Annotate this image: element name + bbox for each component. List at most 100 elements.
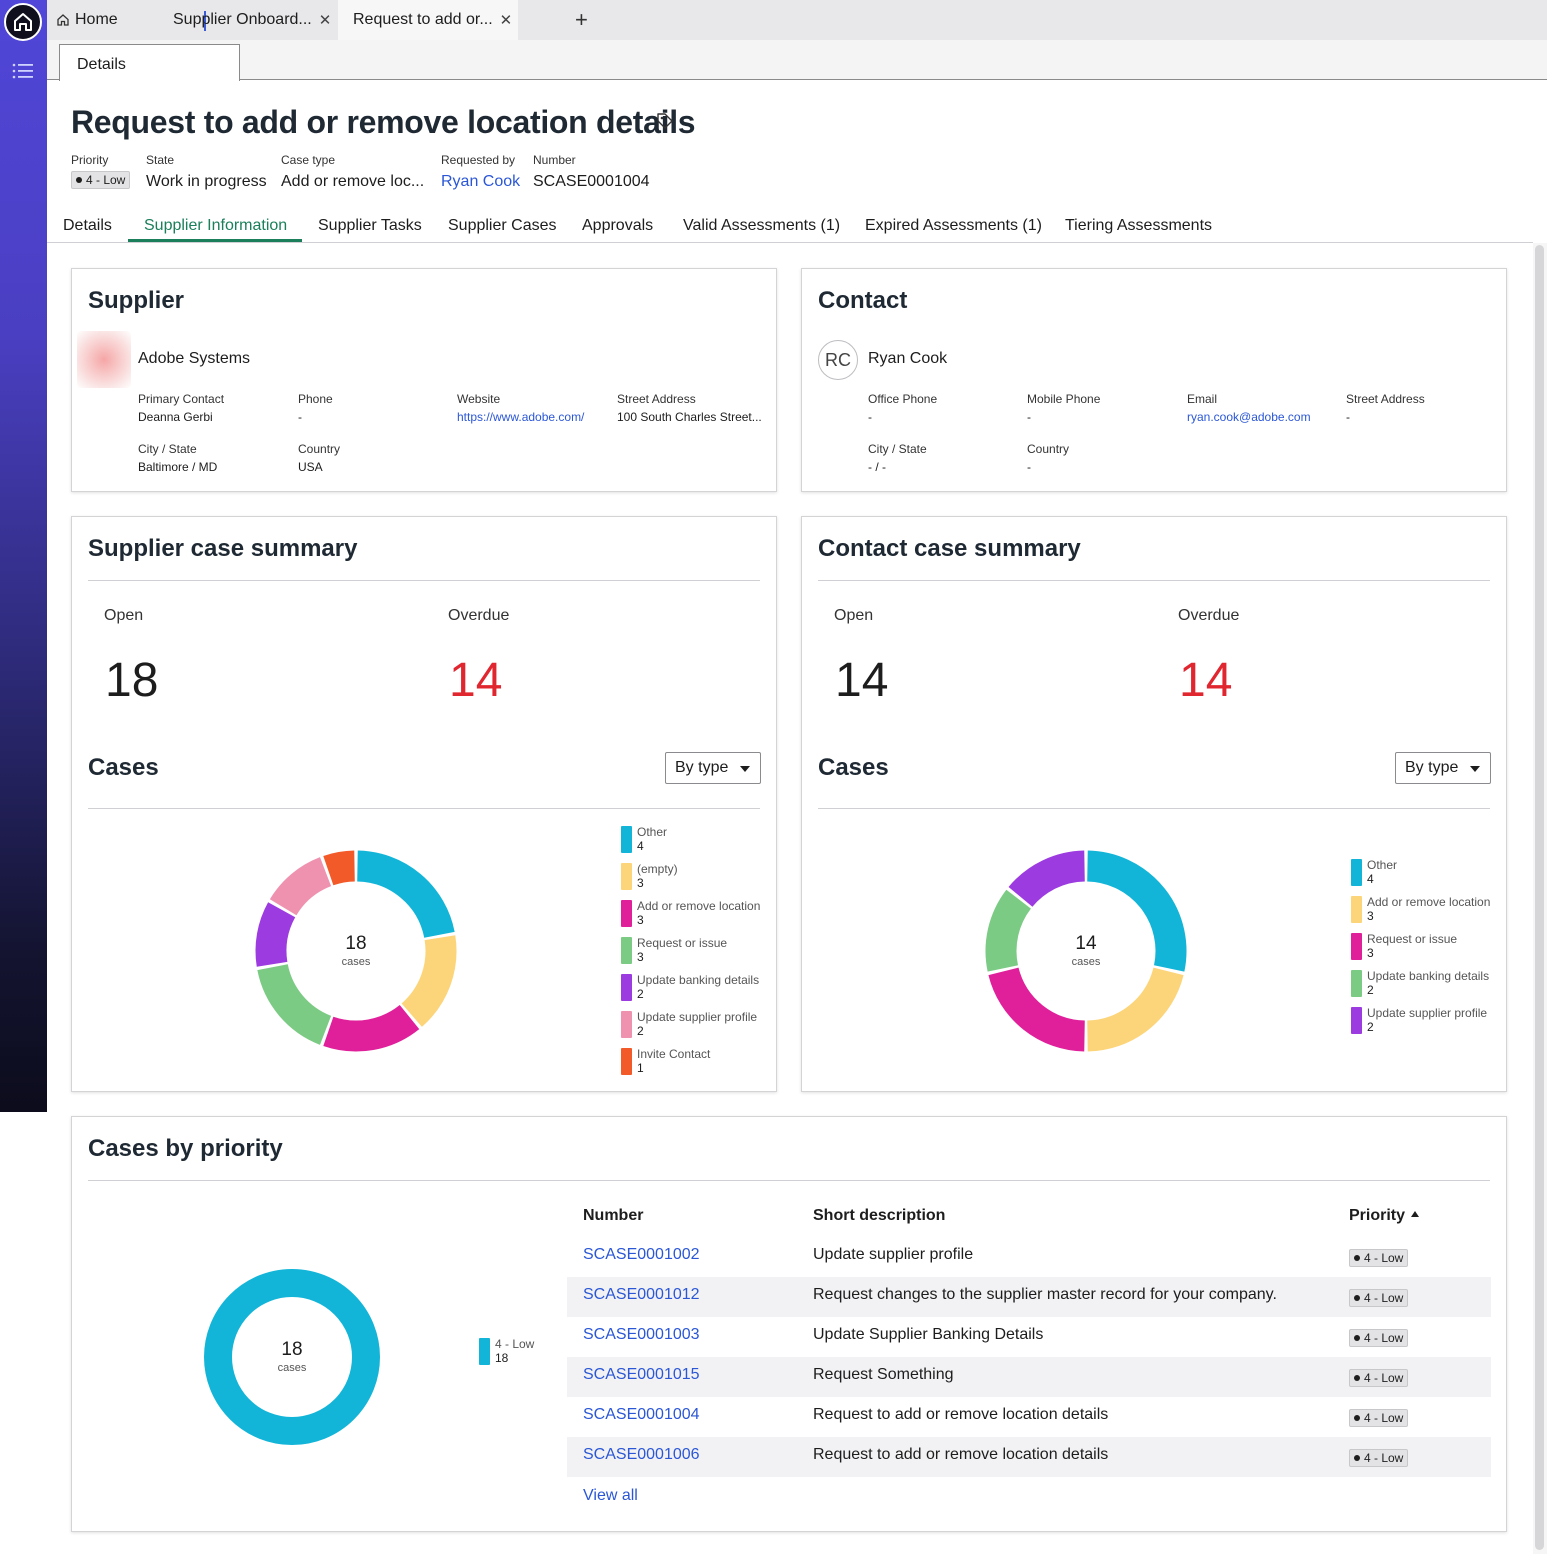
donut-slice[interactable] <box>323 850 356 886</box>
by-type-select[interactable]: By type <box>1395 752 1491 784</box>
legend-swatch <box>1351 859 1362 886</box>
legend-swatch <box>1351 933 1362 960</box>
tab-details-record[interactable]: Details <box>59 44 240 81</box>
open-count[interactable]: 18 <box>105 654 159 707</box>
case-number-link[interactable]: SCASE0001015 <box>583 1366 700 1383</box>
priority-donut[interactable]: 18 cases <box>202 1267 382 1447</box>
case-description: Request to add or remove location detail… <box>813 1446 1109 1463</box>
contact-cases-donut[interactable]: 14 cases <box>984 849 1188 1053</box>
city-state-label: City / State <box>138 442 197 456</box>
donut-slice[interactable] <box>257 963 332 1045</box>
requested-by-link[interactable]: Ryan Cook <box>441 173 521 190</box>
legend-value: 3 <box>1367 946 1374 960</box>
legend-value: 18 <box>495 1351 509 1365</box>
donut-slice[interactable] <box>1086 850 1187 972</box>
contact-street-address-value: - <box>1346 410 1350 424</box>
donut-slice[interactable] <box>269 857 332 916</box>
number-value: SCASE0001004 <box>533 173 650 190</box>
donut-slice[interactable] <box>401 935 457 1027</box>
contact-name[interactable]: Ryan Cook <box>868 350 948 367</box>
donut-slice[interactable] <box>988 967 1086 1052</box>
case-number-link[interactable]: SCASE0001003 <box>583 1326 700 1343</box>
divider <box>818 580 1490 581</box>
legend-value: 2 <box>637 1024 644 1038</box>
contact-street-address-label: Street Address <box>1346 392 1425 406</box>
new-tab-plus-icon[interactable]: + <box>575 7 588 32</box>
legend-label: Add or remove location <box>1367 895 1491 909</box>
legend-swatch <box>621 974 632 1001</box>
tab-request[interactable]: Request to add or... ✕ <box>338 0 518 40</box>
legend-label: Update supplier profile <box>637 1010 758 1024</box>
column-header-short-description[interactable]: Short description <box>813 1207 946 1224</box>
tab-details[interactable]: Details <box>63 217 112 234</box>
open-count[interactable]: 14 <box>835 654 889 707</box>
tab-supplier-onboarding[interactable]: Supplier Onboard... ✕ <box>173 0 337 40</box>
meta-priority: Priority 4 - Low <box>71 153 131 189</box>
website-link[interactable]: https://www.adobe.com/ <box>457 410 585 424</box>
tab-valid-assessments[interactable]: Valid Assessments (1) <box>683 217 841 234</box>
case-number-link[interactable]: SCASE0001002 <box>583 1246 700 1263</box>
tab-supplier-tasks[interactable]: Supplier Tasks <box>318 217 422 234</box>
contact-case-summary-title: Contact case summary <box>818 535 1081 562</box>
contact-card: Contact RC Ryan Cook Office Phone - Mobi… <box>801 268 1507 492</box>
legend-value: 4 <box>1367 872 1374 886</box>
donut-slice[interactable] <box>323 1004 420 1052</box>
donut-slice[interactable] <box>204 1269 380 1445</box>
overdue-count[interactable]: 14 <box>449 654 503 707</box>
cases-title: Cases <box>818 754 889 781</box>
sort-ascending-icon[interactable] <box>1411 1211 1420 1217</box>
caret-down-icon <box>1470 766 1480 772</box>
case-number-link[interactable]: SCASE0001006 <box>583 1446 700 1463</box>
table-row: SCASE0001004 Request to add or remove lo… <box>567 1397 1491 1437</box>
divider <box>88 580 760 581</box>
donut-slice[interactable] <box>356 850 455 939</box>
tab-home[interactable]: Home <box>56 0 118 40</box>
overdue-count[interactable]: 14 <box>1179 654 1233 707</box>
priority-badge-label: 4 - Low <box>1364 1451 1404 1465</box>
email-link[interactable]: ryan.cook@adobe.com <box>1187 410 1311 424</box>
donut-slice[interactable] <box>1086 967 1184 1052</box>
supplier-name[interactable]: Adobe Systems <box>138 350 251 367</box>
close-icon[interactable]: ✕ <box>318 12 332 29</box>
by-type-select[interactable]: By type <box>665 752 761 784</box>
tag-icon[interactable] <box>656 112 674 130</box>
donut-slice[interactable] <box>985 889 1032 972</box>
tab-supplier-information[interactable]: Supplier Information <box>144 217 288 234</box>
country-label: Country <box>298 442 341 456</box>
legend-label: Update supplier profile <box>1367 1006 1488 1020</box>
home-icon[interactable] <box>4 3 42 41</box>
tab-expired-assessments[interactable]: Expired Assessments (1) <box>865 217 1042 234</box>
cases-by-priority-card: Cases by priority 18 cases 4 - Low 18 Nu… <box>71 1116 1507 1532</box>
divider <box>88 808 760 809</box>
legend-label: Add or remove location <box>637 899 761 913</box>
priority-badge-label: 4 - Low <box>1364 1291 1404 1305</box>
cases-by-priority-title: Cases by priority <box>88 1135 283 1162</box>
close-icon[interactable]: ✕ <box>499 12 513 29</box>
tab-supplier-cases[interactable]: Supplier Cases <box>448 217 557 234</box>
tab-approvals[interactable]: Approvals <box>582 217 654 234</box>
state-label: State <box>146 153 175 167</box>
donut-center-value: 18 <box>345 933 366 954</box>
tab-tiering-assessments[interactable]: Tiering Assessments <box>1065 217 1213 234</box>
divider <box>818 808 1490 809</box>
view-all-link[interactable]: View all <box>583 1487 638 1504</box>
list-menu-icon[interactable] <box>12 62 34 80</box>
scrollbar-thumb[interactable] <box>1535 245 1544 1550</box>
caret-down-icon <box>740 766 750 772</box>
supplier-cases-donut[interactable]: 18 cases <box>254 849 458 1053</box>
column-header-priority[interactable]: Priority <box>1349 1207 1420 1225</box>
donut-slice[interactable] <box>255 902 296 967</box>
contact-case-summary-card: Contact case summary Open 14 Overdue 14 … <box>801 516 1507 1092</box>
legend-value: 2 <box>1367 1020 1374 1034</box>
table-row: SCASE0001015 Request Something 4 - Low <box>567 1357 1491 1397</box>
case-number-link[interactable]: SCASE0001004 <box>583 1406 700 1423</box>
legend-label: Other <box>1367 858 1398 872</box>
column-header-number[interactable]: Number <box>583 1207 644 1224</box>
record-tab-bar: Details <box>47 40 1547 81</box>
table-row: SCASE0001003 Update Supplier Banking Det… <box>567 1317 1491 1357</box>
country-value: USA <box>298 460 323 474</box>
legend-swatch <box>1351 970 1362 997</box>
donut-slice[interactable] <box>1008 850 1086 908</box>
case-number-link[interactable]: SCASE0001012 <box>583 1286 700 1303</box>
legend-label: (empty) <box>637 862 678 876</box>
